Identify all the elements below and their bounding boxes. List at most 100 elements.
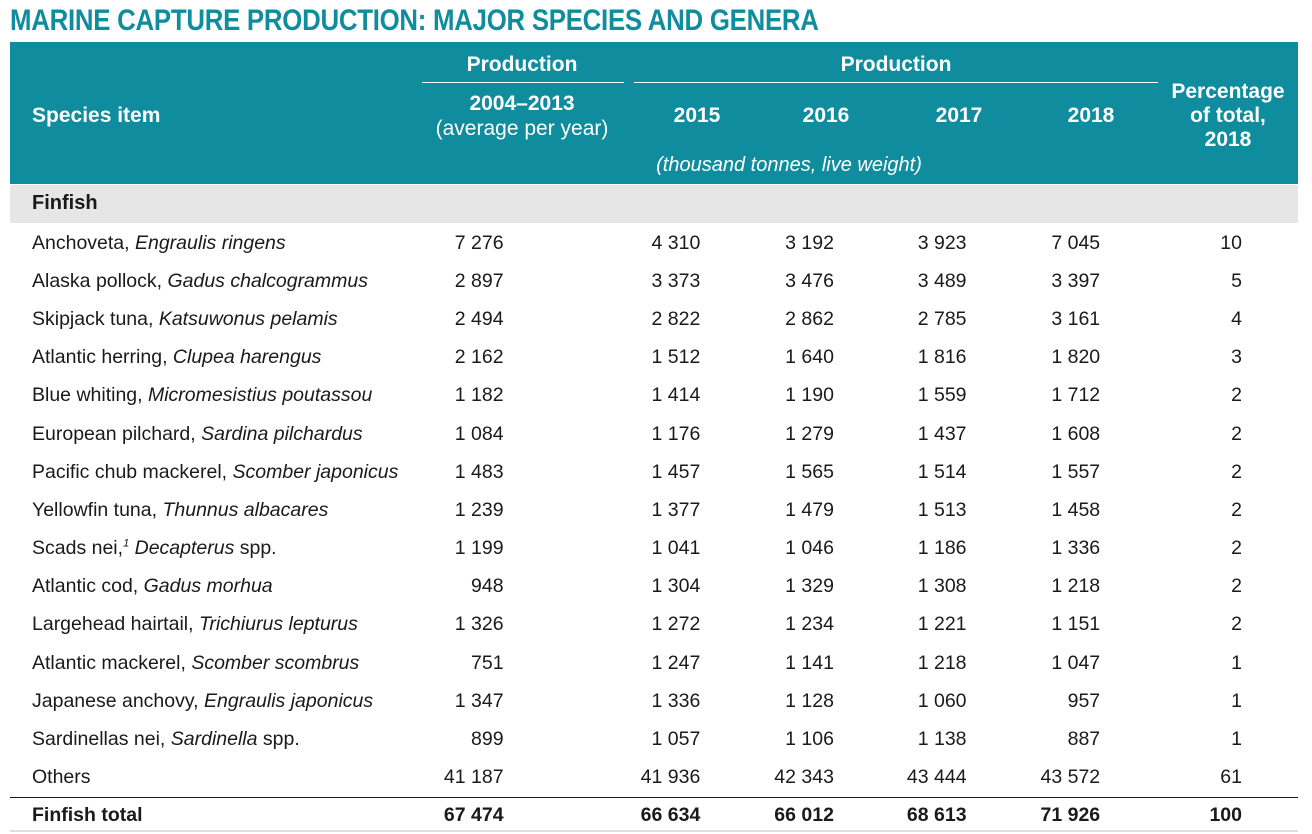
table-row: Skipjack tuna, Katsuwonus pelamis 2 494 2 … bbox=[10, 300, 1298, 338]
percentage-header-line1: Percentage bbox=[1171, 80, 1285, 103]
species-cell: Skipjack tuna, Katsuwonus pelamis bbox=[10, 300, 426, 338]
table-row: Scads nei,1 Decapterus spp. 1 199 1 041 1 0… bbox=[10, 530, 1298, 568]
value-cell-y2016: 2 862 bbox=[785, 307, 834, 330]
species-common-name: Anchoveta, bbox=[32, 231, 135, 254]
value-cell-avg: 948 bbox=[471, 575, 504, 598]
value-cell-y2015: 1 057 bbox=[651, 728, 701, 751]
value-cell-y2015: 1 336 bbox=[651, 689, 701, 712]
value-cell-y2018: 1 608 bbox=[1051, 422, 1101, 445]
percentage-cell: 2 bbox=[1231, 613, 1242, 636]
value-cell-y2016: 1 565 bbox=[785, 460, 834, 483]
percentage-cell: 1 bbox=[1231, 651, 1242, 674]
value-cell-avg: 1 084 bbox=[454, 422, 504, 445]
value-cell-y2017: 1 559 bbox=[917, 384, 967, 407]
species-scientific-name: Clupea harengus bbox=[172, 346, 322, 369]
value-cell-y2017: 1 308 bbox=[917, 575, 967, 598]
total-label: Finfish total bbox=[10, 796, 426, 834]
species-common-name: Skipjack tuna, bbox=[32, 307, 159, 330]
species-common-name: Alaska pollock, bbox=[32, 269, 168, 292]
table-row: Anchoveta, Engraulis ringens 7 276 4 310 3 … bbox=[10, 224, 1298, 262]
value-cell-y2015: 1 272 bbox=[651, 613, 701, 636]
percentage-cell: 2 bbox=[1231, 575, 1242, 598]
value-cell-avg: 1 347 bbox=[454, 689, 504, 712]
species-scientific-name: Gadus morhua bbox=[143, 575, 273, 598]
species-scientific-name: Sardinella bbox=[170, 728, 258, 751]
page-title: MARINE CAPTURE PRODUCTION: MAJOR SPECIES… bbox=[10, 4, 819, 37]
total-row: Finfish total 67 474 66 634 66 012 68 613 71 … bbox=[10, 796, 1298, 834]
value-cell-y2017: 2 785 bbox=[917, 307, 967, 330]
table-row: Alaska pollock, Gadus chalcogrammus 2 897… bbox=[10, 262, 1298, 300]
species-cell: Sardinellas nei, Sardinella spp. bbox=[10, 720, 426, 758]
value-cell-y2016: 1 329 bbox=[785, 575, 834, 598]
species-scientific-name: Scomber scombrus bbox=[191, 651, 360, 674]
value-cell-y2018: 1 336 bbox=[1051, 537, 1101, 560]
value-cell-y2016: 1 279 bbox=[785, 422, 834, 445]
table-row: Atlantic cod, Gadus morhua 948 1 304 1 329 1… bbox=[10, 568, 1298, 606]
value-cell-y2017: 1 514 bbox=[917, 460, 967, 483]
production-right-rule bbox=[634, 82, 1158, 83]
species-common-name: Largehead hairtail, bbox=[32, 613, 199, 636]
percentage-cell: 2 bbox=[1231, 384, 1242, 407]
table-row: Japanese anchovy, Engraulis japonicus 1 3… bbox=[10, 682, 1298, 720]
value-cell-avg: 1 199 bbox=[454, 537, 504, 560]
value-cell-avg: 899 bbox=[471, 728, 504, 751]
species-suffix: spp. bbox=[257, 728, 300, 751]
species-scientific-name: Engraulis japonicus bbox=[204, 689, 374, 712]
period-subheader: (average per year) bbox=[435, 117, 609, 140]
value-cell-y2017: 1 186 bbox=[917, 537, 967, 560]
species-common-name: Blue whiting, bbox=[32, 384, 148, 407]
species-cell: Alaska pollock, Gadus chalcogrammus bbox=[10, 262, 426, 300]
total-value-y2016: 66 012 bbox=[728, 796, 862, 834]
value-cell-y2016: 1 106 bbox=[785, 728, 834, 751]
species-scientific-name: Katsuwonus pelamis bbox=[158, 307, 338, 330]
value-cell-y2016: 1 479 bbox=[785, 498, 834, 521]
value-cell-y2018: 3 161 bbox=[1051, 307, 1101, 330]
value-cell-y2015: 4 310 bbox=[651, 231, 701, 254]
value-cell-y2017: 3 489 bbox=[917, 269, 967, 292]
table-row: Sardinellas nei, Sardinella spp. 899 1 057… bbox=[10, 720, 1298, 758]
value-cell-y2015: 2 822 bbox=[651, 307, 701, 330]
species-cell: Atlantic cod, Gadus morhua bbox=[10, 568, 426, 606]
species-cell: Atlantic herring, Clupea harengus bbox=[10, 339, 426, 377]
section-label: Finfish bbox=[32, 192, 98, 214]
value-cell-y2016: 42 343 bbox=[774, 766, 834, 789]
value-cell-y2017: 43 444 bbox=[906, 766, 967, 789]
value-cell-y2015: 41 936 bbox=[640, 766, 701, 789]
species-cell: Yellowfin tuna, Thunnus albacares bbox=[10, 491, 426, 529]
value-cell-y2018: 3 397 bbox=[1051, 269, 1101, 292]
percentage-cell: 61 bbox=[1220, 766, 1242, 789]
value-cell-y2015: 1 304 bbox=[651, 575, 701, 598]
value-cell-y2018: 1 820 bbox=[1051, 346, 1101, 369]
table-row: Pacific chub mackerel, Scomber japonicus… bbox=[10, 453, 1298, 491]
year-2018-header: 2018 bbox=[1067, 104, 1115, 127]
year-2015-header: 2015 bbox=[673, 104, 721, 127]
table-row: Largehead hairtail, Trichiurus lepturus 1… bbox=[10, 606, 1298, 644]
value-cell-y2015: 1 512 bbox=[651, 346, 701, 369]
value-cell-avg: 41 187 bbox=[443, 766, 504, 789]
value-cell-avg: 7 276 bbox=[454, 231, 504, 254]
production-left-header: Production bbox=[466, 53, 578, 76]
species-cell: Pacific chub mackerel, Scomber japonicus bbox=[10, 453, 426, 491]
value-cell-avg: 1 483 bbox=[454, 460, 504, 483]
value-cell-y2016: 3 192 bbox=[785, 231, 834, 254]
table-row: Atlantic herring, Clupea harengus 2 162 1 … bbox=[10, 339, 1298, 377]
species-cell: European pilchard, Sardina pilchardus bbox=[10, 415, 426, 453]
value-cell-y2016: 1 234 bbox=[785, 613, 834, 636]
species-scientific-name: Micromesistius poutassou bbox=[147, 384, 373, 407]
value-cell-y2015: 1 041 bbox=[651, 537, 701, 560]
value-cell-y2017: 1 816 bbox=[917, 346, 967, 369]
value-cell-y2016: 1 128 bbox=[785, 689, 834, 712]
units-note: (thousand tonnes, live weight) bbox=[656, 154, 922, 176]
production-right-header: Production bbox=[840, 53, 952, 76]
species-cell: Scads nei,1 Decapterus spp. bbox=[10, 530, 426, 568]
value-cell-y2016: 1 141 bbox=[785, 651, 834, 674]
value-cell-y2017: 1 138 bbox=[917, 728, 967, 751]
species-scientific-name: Engraulis ringens bbox=[134, 231, 286, 254]
percentage-cell: 2 bbox=[1231, 498, 1242, 521]
species-scientific-name: Gadus chalcogrammus bbox=[167, 269, 368, 292]
total-value-y2018: 71 926 bbox=[994, 796, 1128, 834]
value-cell-y2018: 1 712 bbox=[1051, 384, 1101, 407]
species-common-name: Atlantic cod, bbox=[32, 575, 144, 598]
species-common-name: Pacific chub mackerel, bbox=[32, 460, 233, 483]
value-cell-y2018: 1 458 bbox=[1051, 498, 1101, 521]
